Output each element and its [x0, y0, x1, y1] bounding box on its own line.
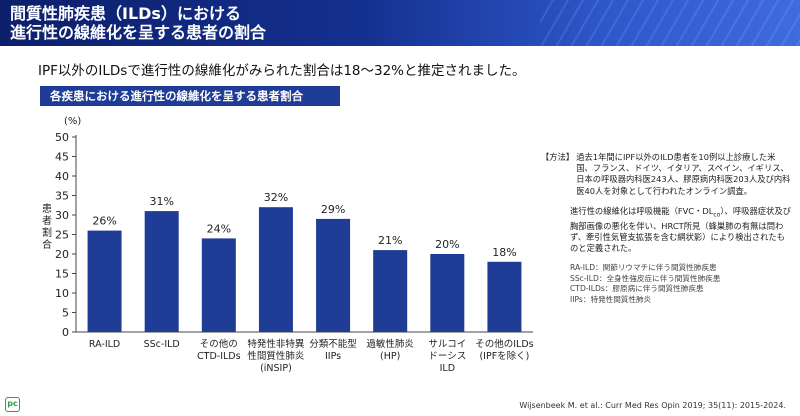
- header-decoration: [540, 0, 800, 46]
- summary-text: IPF以外のILDsで進行性の線維化がみられた割合は18～32%と推定されました…: [38, 63, 526, 79]
- bar: [144, 211, 179, 332]
- bar: [316, 218, 351, 332]
- y-axis-label-char: 割: [42, 226, 52, 239]
- method-text: 過去1年間にIPF以外のILD患者を10例以上診療した米国、フランス、ドイツ、イ…: [576, 152, 791, 196]
- x-tick-label: RA-ILD: [89, 339, 120, 350]
- y-tick-label: 50: [55, 131, 69, 144]
- abbreviation-list: RA-ILD：関節リウマチに伴う間質性肺疾患 SSc-ILD：全身性強皮症に伴う…: [570, 263, 791, 305]
- x-tick-label: (HP): [380, 351, 400, 362]
- abbreviation-item: CTD-ILDs：膠原病に伴う間質性肺疾患: [570, 284, 704, 294]
- y-tick-label: 0: [62, 326, 69, 339]
- definition-text: 進行性の線維化は呼吸機能（FVC・DLco）、呼吸器症状及び胸部画像の悪化を伴い…: [570, 205, 791, 254]
- y-tick-label: 15: [55, 268, 69, 281]
- y-axis-label-char: 患: [42, 203, 52, 215]
- y-tick-label: 20: [55, 248, 69, 261]
- method-notes: 【方法】 過去1年間にIPF以外のILD患者を10例以上診療した米国、フランス、…: [541, 152, 791, 305]
- x-tick-label: 性間質性肺炎: [247, 350, 305, 362]
- data-label: 31%: [149, 195, 173, 208]
- bar: [373, 250, 408, 332]
- data-label: 29%: [321, 203, 345, 216]
- x-tick-label: その他のILDs: [475, 338, 533, 350]
- data-label: 32%: [264, 191, 288, 204]
- bar: [201, 238, 236, 332]
- x-tick-label: ILD: [440, 363, 455, 374]
- page-title: 間質性肺疾患（ILDs）における 進行性の線維化を呈する患者の割合: [10, 4, 267, 42]
- y-tick-label: 30: [55, 209, 69, 222]
- data-label: 20%: [435, 238, 459, 251]
- x-tick-label: CTD-ILDs: [197, 351, 241, 362]
- chart-section-header: 各疾患における進行性の線維化を呈する患者割合: [40, 86, 340, 106]
- x-tick-label: サルコイ: [428, 339, 466, 350]
- bar: [87, 230, 122, 332]
- y-axis-label-char: 合: [42, 238, 52, 251]
- x-tick-label: (iNSIP): [260, 363, 292, 374]
- bar: [258, 207, 293, 332]
- y-tick-label: 40: [55, 170, 69, 183]
- data-label: 18%: [492, 246, 516, 259]
- data-label: 26%: [92, 215, 116, 228]
- y-tick-label: 45: [55, 151, 69, 164]
- y-tick-label: 25: [55, 229, 69, 242]
- y-axis-label-char: 者: [42, 215, 52, 227]
- abbreviation-item: SSc-ILD：全身性強皮症に伴う間質性肺疾患: [570, 273, 721, 283]
- data-label: 21%: [378, 234, 402, 247]
- x-tick-label: SSc-ILD: [144, 339, 180, 350]
- header-banner: 間質性肺疾患（ILDs）における 進行性の線維化を呈する患者の割合: [0, 0, 800, 46]
- x-tick-label: ドーシス: [428, 351, 466, 362]
- y-tick-label: 35: [55, 190, 69, 203]
- y-tick-label: 10: [55, 287, 69, 300]
- bar: [487, 261, 522, 332]
- x-tick-label: 過敏性肺炎: [366, 338, 414, 350]
- abbreviation-item: IIPs：特発性間質性肺炎: [570, 294, 652, 304]
- citation: Wijsenbeek M. et al.: Curr Med Res Opin …: [519, 401, 786, 410]
- x-tick-label: 分類不能型: [309, 338, 357, 350]
- x-tick-label: (IPFを除く): [479, 350, 529, 362]
- company-logo: pc: [5, 397, 20, 412]
- method-tag: 【方法】: [541, 152, 575, 162]
- x-tick-label: その他の: [200, 338, 238, 350]
- bar: [430, 254, 465, 332]
- x-tick-label: 特発性非特異: [247, 338, 305, 350]
- abbreviation-item: RA-ILD：関節リウマチに伴う間質性肺疾患: [570, 263, 717, 273]
- y-tick-label: 5: [62, 307, 69, 320]
- data-label: 24%: [207, 222, 231, 235]
- x-tick-label: IIPs: [325, 351, 341, 362]
- y-unit-label: (%): [64, 116, 81, 127]
